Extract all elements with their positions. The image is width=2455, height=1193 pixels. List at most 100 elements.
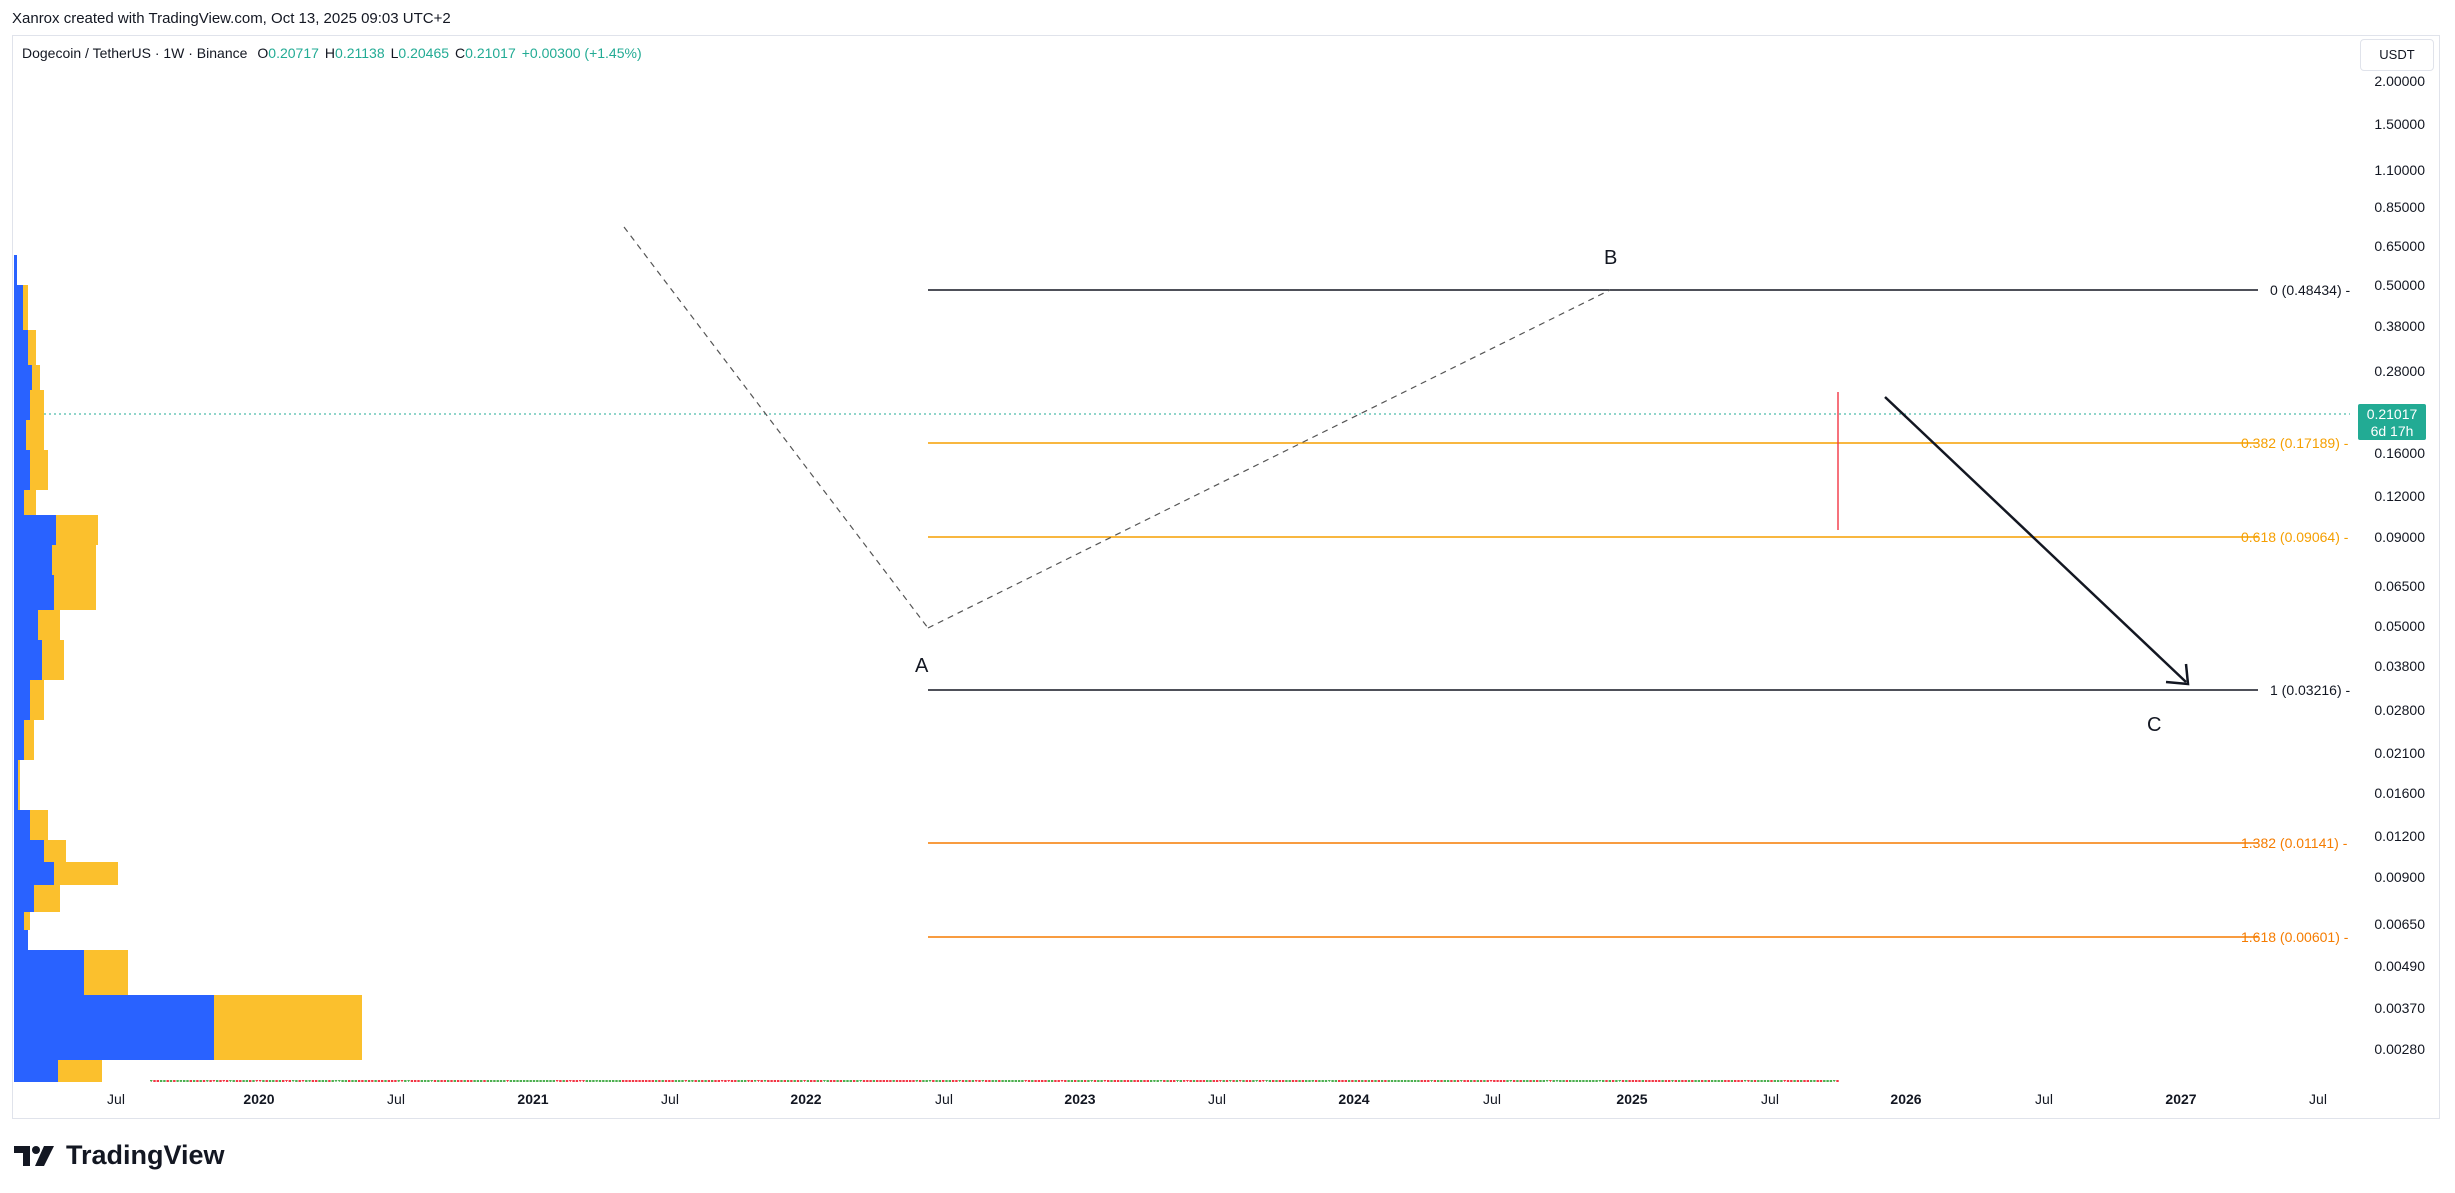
candle-body [747, 1080, 750, 1082]
candle-body [651, 1080, 654, 1082]
time-axis-tick: 2020 [243, 1091, 275, 1107]
candle-body [1110, 1080, 1113, 1082]
candle-body [258, 1080, 262, 1081]
candle-body [1202, 1080, 1206, 1082]
candle-body [1380, 1080, 1384, 1082]
candle-body [1631, 1080, 1635, 1082]
tradingview-brand[interactable]: TradingView [14, 1140, 225, 1171]
candle-body [229, 1080, 232, 1082]
volume-profile-bar-yellow [30, 810, 48, 840]
volume-profile-bar-yellow [28, 330, 36, 365]
candle-body [1836, 1080, 1839, 1082]
candle-body [1578, 1080, 1582, 1082]
candle-body [1625, 1080, 1628, 1082]
candle-body [199, 1080, 202, 1082]
price-axis-tick: 0.02800 [2374, 702, 2425, 718]
chart-pane[interactable] [12, 35, 2440, 1119]
candle-body [826, 1080, 829, 1082]
candle-body [879, 1080, 882, 1082]
candle-body [1311, 1080, 1314, 1082]
candle-body [1242, 1080, 1245, 1082]
candle-body [493, 1080, 496, 1082]
candle-body [473, 1080, 476, 1082]
symbol-legend: Dogecoin / TetherUS · 1W · Binance O0.20… [22, 45, 642, 61]
time-axis-tick: Jul [1208, 1091, 1226, 1107]
candle-body [1720, 1080, 1724, 1082]
time-axis-tick: Jul [1483, 1091, 1501, 1107]
candle-body [1496, 1080, 1499, 1082]
candle-body [1064, 1080, 1067, 1082]
candle-body [588, 1080, 592, 1082]
candle-body [1621, 1080, 1625, 1082]
candle-body [179, 1080, 183, 1082]
candle-body [1324, 1080, 1328, 1082]
candle-body [1011, 1080, 1014, 1082]
candle-body [526, 1080, 529, 1082]
time-axis-tick: 2023 [1064, 1091, 1096, 1107]
candle-body [1542, 1080, 1545, 1082]
candle-body [1737, 1080, 1740, 1082]
bar-countdown: 6d 17h [2370, 423, 2414, 439]
candle-body [268, 1080, 272, 1082]
volume-profile-bar-blue [14, 610, 38, 640]
price-axis-tick: 0.03800 [2374, 658, 2425, 674]
candle-body [212, 1080, 216, 1081]
candle-body [664, 1080, 668, 1082]
symbol-title[interactable]: Dogecoin / TetherUS · 1W · Binance [22, 45, 248, 61]
candle-body [720, 1080, 724, 1081]
candle-body [443, 1080, 447, 1082]
candle-body [951, 1080, 955, 1082]
fib-level-label: 1.618 (0.00601) - [2241, 929, 2349, 945]
volume-profile-bar-yellow [30, 450, 48, 490]
candle-body [1430, 1080, 1433, 1081]
candle-body [1661, 1080, 1664, 1082]
volume-profile-bar-yellow [44, 840, 66, 862]
candle-body [1757, 1080, 1760, 1082]
candle-body [509, 1080, 513, 1082]
close-key: C [455, 45, 466, 61]
candle-body [1367, 1080, 1371, 1082]
candle-body [638, 1080, 641, 1082]
candle-body [1176, 1080, 1179, 1081]
candle-body [275, 1080, 278, 1082]
candle-body [800, 1080, 803, 1082]
currency-button[interactable]: USDT [2360, 39, 2434, 71]
volume-profile-bar-blue [14, 575, 54, 610]
candle-body [1674, 1080, 1677, 1082]
candle-body [1730, 1080, 1734, 1082]
candle-body [1489, 1080, 1493, 1081]
volume-profile-bar-blue [14, 840, 44, 862]
candle-body [1582, 1080, 1585, 1082]
candle-body [1070, 1080, 1074, 1082]
candle-body [1694, 1080, 1697, 1082]
candle-body [344, 1080, 348, 1082]
candle-body [849, 1080, 852, 1082]
candle-body [1450, 1080, 1453, 1082]
candle-body [813, 1080, 816, 1082]
candle-body [1446, 1080, 1450, 1082]
candle-body [780, 1080, 783, 1082]
candle-body [232, 1080, 235, 1082]
candle-body [1090, 1080, 1093, 1081]
candle-body [1140, 1080, 1143, 1082]
wave-label-c: C [2147, 714, 2162, 736]
low-key: L [390, 45, 399, 61]
candle-body [1628, 1080, 1631, 1082]
candle-body [1648, 1080, 1651, 1082]
candle-body [1206, 1080, 1209, 1082]
candle-body [1034, 1080, 1037, 1082]
candle-body [1225, 1080, 1229, 1082]
candle-body [1057, 1080, 1060, 1082]
candle-body [730, 1080, 734, 1082]
candle-body [615, 1080, 618, 1082]
candle-body [1278, 1080, 1281, 1082]
candle-body [1701, 1080, 1704, 1082]
candle-body [823, 1080, 826, 1081]
candle-body [1222, 1080, 1225, 1082]
candle-body [206, 1080, 209, 1082]
candle-body [714, 1080, 717, 1082]
candle-body [1334, 1080, 1338, 1082]
candle-body [1387, 1080, 1390, 1082]
volume-profile-bar-yellow [34, 885, 60, 912]
